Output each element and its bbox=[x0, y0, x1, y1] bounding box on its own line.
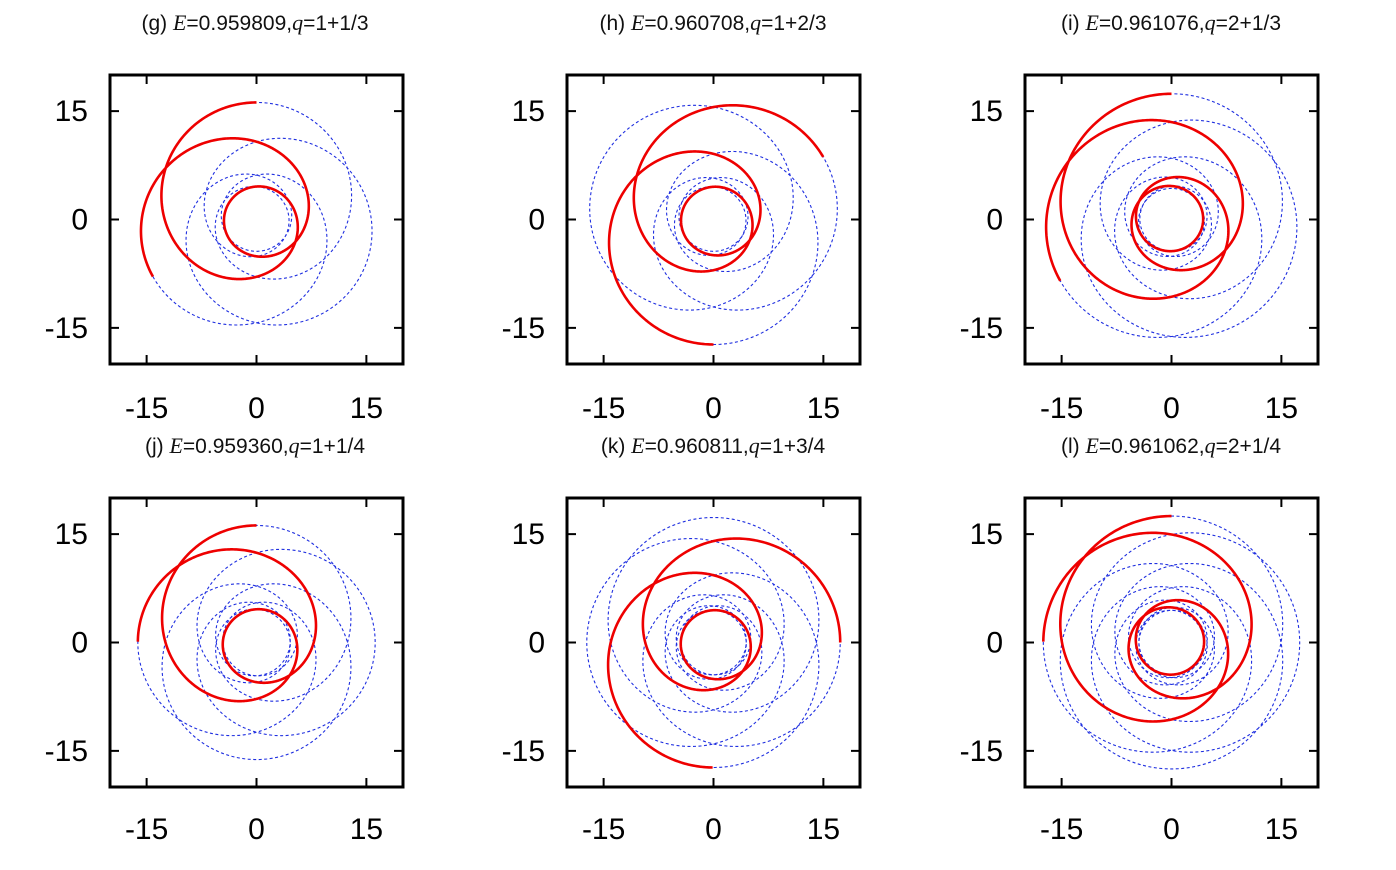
orbit-period-solid bbox=[607, 103, 825, 346]
x-tick-label: 15 bbox=[350, 392, 383, 425]
x-tick-label: -15 bbox=[125, 813, 168, 846]
panel-g: (g) E=0.959809,q=1+1/3 -15 0 15 15 0 -15 bbox=[45, 10, 405, 425]
y-tick-label: 0 bbox=[986, 204, 1003, 237]
panel-l: (l) E=0.961062,q=2+1/4 -15 0 15 15 0 -15 bbox=[960, 433, 1320, 846]
y-tick-label: 0 bbox=[986, 627, 1003, 660]
plot-frame bbox=[108, 496, 405, 789]
y-tick-label: -15 bbox=[502, 735, 545, 768]
panel-title: (j) E=0.959360,q=1+1/4 bbox=[145, 433, 365, 458]
orbit-full-dashed bbox=[140, 101, 373, 326]
orbit-period-solid bbox=[1042, 514, 1253, 723]
y-tick-label: 0 bbox=[71, 204, 88, 237]
panel-title: (h) E=0.960708,q=1+2/3 bbox=[599, 10, 826, 35]
orbit-period-solid bbox=[1044, 92, 1245, 301]
panel-h: (h) E=0.960708,q=1+2/3 -15 0 15 15 0 -15 bbox=[502, 10, 862, 425]
x-tick-label: 0 bbox=[248, 813, 265, 846]
x-tick-label: 0 bbox=[1163, 392, 1180, 425]
orbit-period-solid bbox=[606, 537, 842, 769]
panel-title: (g) E=0.959809,q=1+1/3 bbox=[141, 10, 368, 35]
x-tick-label: 0 bbox=[705, 392, 722, 425]
x-tick-label: -15 bbox=[125, 392, 168, 425]
x-tick-label: 15 bbox=[1265, 813, 1298, 846]
panel-j: (j) E=0.959360,q=1+1/4 -15 0 15 15 0 -15 bbox=[45, 433, 405, 846]
orbit-full-dashed bbox=[1042, 515, 1301, 770]
x-tick-label: 15 bbox=[1265, 392, 1298, 425]
y-tick-label: -15 bbox=[45, 735, 88, 768]
x-tick-label: -15 bbox=[1040, 813, 1083, 846]
y-tick-label: 15 bbox=[512, 95, 545, 128]
orbit-full-dashed bbox=[589, 104, 838, 346]
x-tick-label: 0 bbox=[705, 813, 722, 846]
y-tick-label: 15 bbox=[55, 518, 88, 551]
y-tick-label: -15 bbox=[502, 312, 545, 345]
panel-title: (i) E=0.961076,q=2+1/3 bbox=[1061, 10, 1281, 35]
y-tick-label: -15 bbox=[960, 735, 1003, 768]
plot-frame bbox=[1023, 73, 1320, 366]
y-tick-label: -15 bbox=[45, 312, 88, 345]
panel-k: (k) E=0.960811,q=1+3/4 -15 0 15 15 0 -15 bbox=[502, 433, 862, 846]
plot-frame bbox=[1023, 496, 1320, 789]
y-tick-label: 15 bbox=[970, 95, 1003, 128]
orbit-period-solid bbox=[139, 101, 311, 281]
y-tick-label: 15 bbox=[55, 95, 88, 128]
x-tick-label: 0 bbox=[1163, 813, 1180, 846]
x-tick-label: -15 bbox=[582, 392, 625, 425]
y-tick-label: 0 bbox=[71, 627, 88, 660]
y-tick-label: 15 bbox=[970, 518, 1003, 551]
y-tick-label: -15 bbox=[960, 312, 1003, 345]
x-tick-label: -15 bbox=[1040, 392, 1083, 425]
y-tick-label: 0 bbox=[528, 204, 545, 237]
x-tick-label: 0 bbox=[248, 392, 265, 425]
y-tick-label: 0 bbox=[528, 627, 545, 660]
orbit-period-solid bbox=[136, 524, 318, 703]
panel-i: (i) E=0.961076,q=2+1/3 -15 0 15 15 0 -15 bbox=[960, 10, 1320, 425]
y-tick-label: 15 bbox=[512, 518, 545, 551]
x-tick-label: -15 bbox=[582, 813, 625, 846]
panel-title: (l) E=0.961062,q=2+1/4 bbox=[1061, 433, 1281, 458]
plot-frame bbox=[108, 73, 405, 366]
orbit-full-dashed bbox=[1045, 93, 1298, 338]
x-tick-label: 15 bbox=[807, 392, 840, 425]
orbit-full-dashed bbox=[137, 524, 376, 761]
orbit-full-dashed bbox=[586, 516, 841, 769]
x-tick-label: 15 bbox=[350, 813, 383, 846]
panel-title: (k) E=0.960811,q=1+3/4 bbox=[601, 433, 826, 458]
x-tick-label: 15 bbox=[807, 813, 840, 846]
